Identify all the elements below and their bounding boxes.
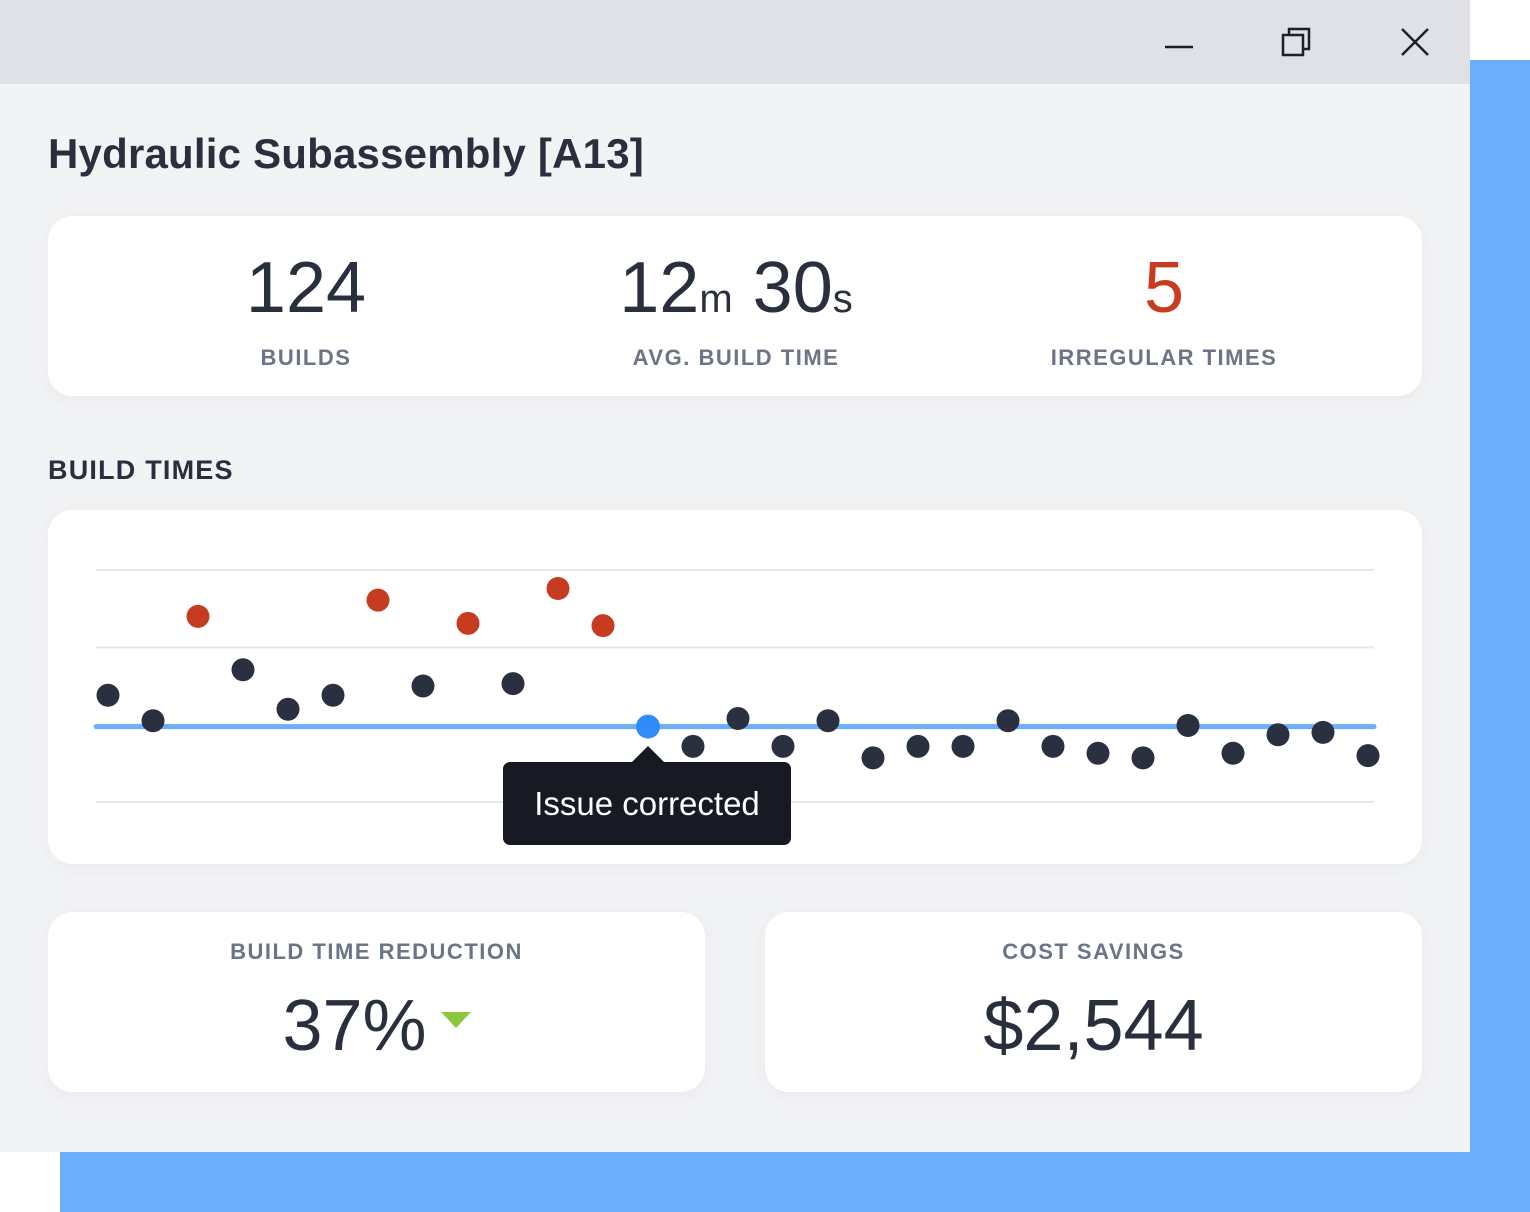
build-point[interactable] — [1176, 713, 1200, 737]
issue-tooltip: Issue corrected — [503, 762, 791, 845]
stats-card: 124 BUILDS 12m 30s AVG. BUILD TIME 5 IRR… — [48, 216, 1422, 396]
irregular-times-value: 5 — [1143, 248, 1185, 328]
avg-seconds: 30 — [752, 248, 833, 328]
cost-savings-card: COST SAVINGS $2,544 — [765, 912, 1422, 1092]
irregular-build-point[interactable] — [366, 588, 390, 612]
reduction-label: BUILD TIME REDUCTION — [230, 939, 523, 964]
minimize-icon — [1165, 45, 1193, 49]
page-title: Hydraulic Subassembly [A13] — [48, 130, 644, 177]
build-point[interactable] — [996, 709, 1020, 733]
build-point[interactable] — [1131, 746, 1155, 770]
build-point[interactable] — [141, 709, 165, 733]
irregular-build-point[interactable] — [456, 611, 480, 635]
builds-value: 124 — [245, 248, 367, 328]
irregular-build-point[interactable] — [591, 614, 615, 638]
build-point[interactable] — [96, 683, 120, 707]
build-times-heading: BUILD TIMES — [48, 455, 234, 485]
build-point[interactable] — [1311, 720, 1335, 744]
build-point[interactable] — [1266, 723, 1290, 747]
builds-label: BUILDS — [260, 345, 352, 370]
build-point[interactable] — [681, 734, 705, 758]
build-time-reduction-card: BUILD TIME REDUCTION 37% — [48, 912, 705, 1092]
issue-corrected-point[interactable] — [636, 714, 660, 739]
irregular-times-label: IRREGULAR TIMES — [1050, 345, 1278, 370]
tooltip-arrow — [631, 746, 665, 763]
build-point[interactable] — [861, 746, 885, 770]
build-point[interactable] — [1086, 741, 1110, 765]
close-button[interactable] — [1393, 20, 1437, 64]
build-times-chart-card: Issue corrected — [48, 510, 1422, 864]
build-point[interactable] — [321, 683, 345, 707]
build-point[interactable] — [951, 734, 975, 758]
build-point[interactable] — [411, 674, 435, 698]
irregular-build-point[interactable] — [186, 604, 210, 628]
trend-down-icon — [440, 1012, 471, 1028]
avg-seconds-unit: s — [832, 277, 853, 321]
app-window: Hydraulic Subassembly [A13] 124 BUILDS 1… — [0, 0, 1470, 1152]
avg-minutes: 12 — [619, 248, 700, 328]
build-point[interactable] — [726, 706, 750, 730]
savings-label: COST SAVINGS — [1002, 939, 1185, 964]
reduction-value: 37% — [282, 986, 427, 1066]
stat-avg-build-time: 12m 30s AVG. BUILD TIME — [526, 216, 946, 396]
build-times-chart — [93, 569, 1380, 803]
build-point[interactable] — [1356, 744, 1380, 768]
build-point[interactable] — [276, 697, 300, 721]
close-icon — [1401, 28, 1429, 56]
build-point[interactable] — [501, 672, 525, 696]
stat-irregular-times: 5 IRREGULAR TIMES — [954, 216, 1374, 396]
avg-minutes-unit: m — [699, 277, 733, 321]
build-point[interactable] — [906, 734, 930, 758]
reduction-value-row: 37% — [48, 990, 705, 1062]
minimize-button[interactable] — [1157, 20, 1201, 64]
stat-builds: 124 BUILDS — [96, 216, 516, 396]
irregular-build-point[interactable] — [546, 577, 570, 601]
avg-build-time-value: 12m 30s — [526, 252, 946, 324]
restore-icon — [1281, 27, 1311, 57]
maximize-button[interactable] — [1274, 20, 1318, 64]
build-point[interactable] — [1221, 741, 1245, 765]
avg-build-time-label: AVG. BUILD TIME — [632, 345, 840, 370]
title-bar — [0, 0, 1470, 84]
build-point[interactable] — [816, 709, 840, 733]
savings-value: $2,544 — [983, 986, 1204, 1066]
build-point[interactable] — [771, 734, 795, 758]
build-point[interactable] — [231, 658, 255, 682]
build-point[interactable] — [1041, 734, 1065, 758]
